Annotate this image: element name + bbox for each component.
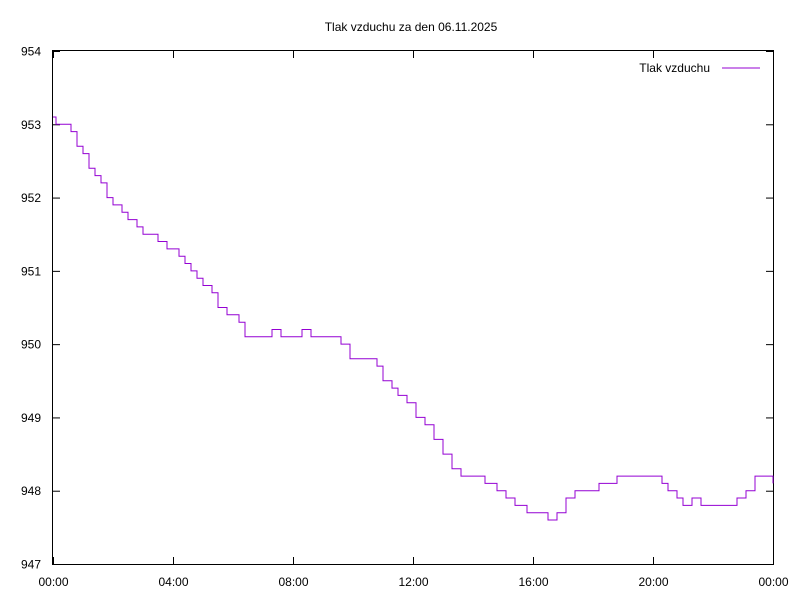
- x-tick-label: 04:00: [158, 575, 188, 589]
- y-tick-label: 951: [21, 264, 41, 278]
- y-tick-label: 950: [21, 338, 41, 352]
- y-tick-label: 953: [21, 118, 41, 132]
- y-tick-label: 949: [21, 411, 41, 425]
- legend: Tlak vzduchu: [639, 61, 760, 75]
- y-tick-label: 947: [21, 558, 41, 572]
- plot-area-border: [52, 50, 774, 565]
- x-axis: 00:00 04:00 08:00 12:00 16:00 20:00 00:00: [38, 51, 789, 589]
- x-tick-label: 16:00: [518, 575, 548, 589]
- x-tick-label: 20:00: [638, 575, 668, 589]
- series-line-tlak-vzduchu: [53, 116, 774, 521]
- y-axis: 947 948 949 950 951 952 953 954: [21, 45, 773, 572]
- x-tick-label: 00:00: [38, 575, 68, 589]
- y-tick-label: 954: [21, 45, 41, 59]
- chart-title: Tlak vzduchu za den 06.11.2025: [325, 20, 498, 34]
- x-tick-label: 08:00: [278, 575, 308, 589]
- y-tick-label: 948: [21, 484, 41, 498]
- x-tick-label: 00:00: [758, 575, 788, 589]
- x-tick-label: 12:00: [398, 575, 428, 589]
- legend-label: Tlak vzduchu: [639, 61, 710, 75]
- y-tick-label: 952: [21, 191, 41, 205]
